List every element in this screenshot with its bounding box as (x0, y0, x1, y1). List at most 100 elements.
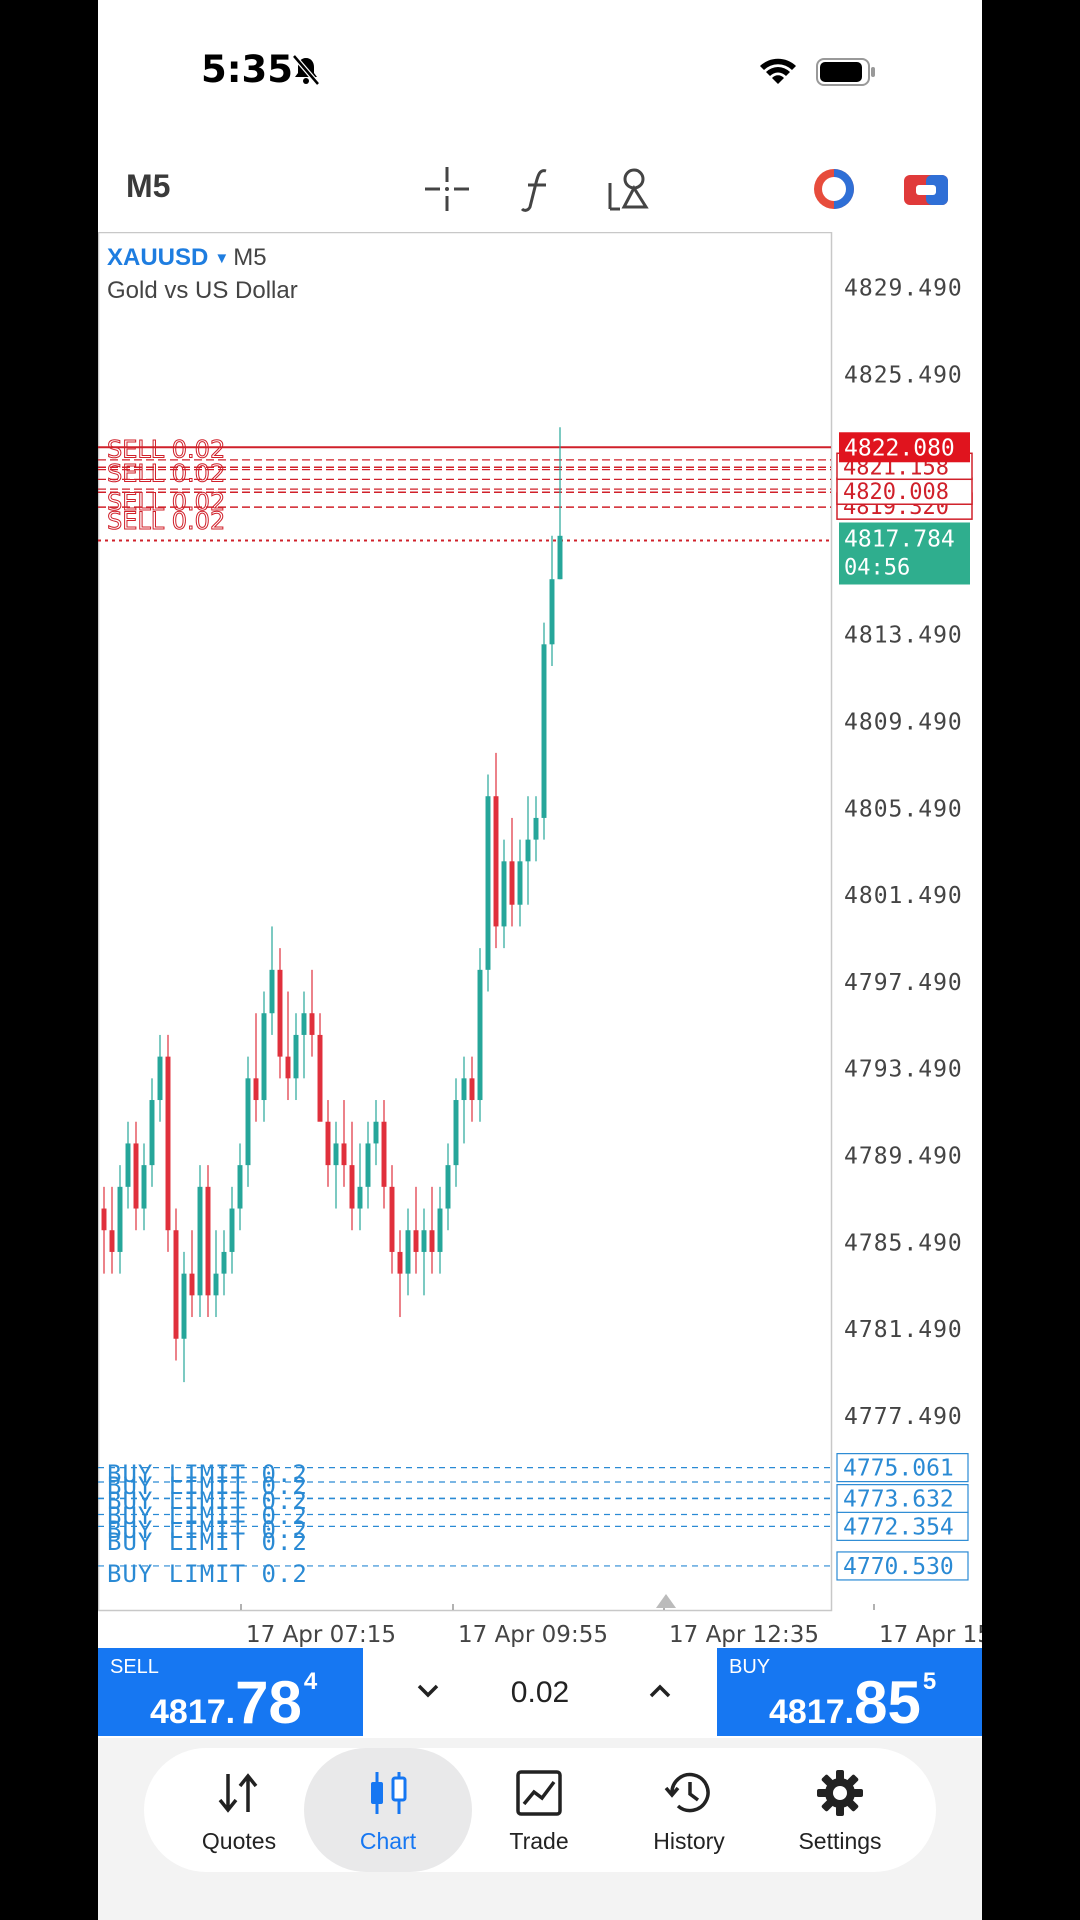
sell-button[interactable]: SELL 4817.784 (98, 1648, 363, 1736)
chevron-up-icon[interactable] (645, 1676, 675, 1706)
candle-body (173, 1230, 179, 1339)
candle-body (109, 1230, 115, 1252)
chart-plot-area (98, 232, 833, 1612)
candle-body (213, 1273, 219, 1296)
candle-body (157, 1056, 163, 1101)
trade-bar: SELL 4817.784 0.02 BUY 4817.855 (98, 1648, 982, 1736)
candle-body (293, 1034, 299, 1079)
candle-body (421, 1230, 427, 1252)
sell-order-label: SELL 0.02 (107, 435, 225, 463)
buy-price-pips: 85 (854, 1669, 921, 1736)
time-axis-label: 17 Apr 12:35 (669, 1622, 819, 1648)
nav-quotes[interactable]: Quotes (164, 1748, 314, 1872)
chart-icon (371, 1772, 407, 1814)
bottom-nav: Quotes Chart Trade History (144, 1748, 936, 1872)
indicators-icon[interactable] (514, 165, 562, 213)
candle-body (405, 1230, 411, 1274)
sell-label: SELL (110, 1656, 159, 1678)
price-axis-label: 4781.490 (844, 1317, 963, 1343)
buy-button[interactable]: BUY 4817.855 (717, 1648, 982, 1736)
sell-order-label: SELL 0.02 (107, 459, 225, 487)
candle-body (461, 1078, 467, 1101)
candle-body (341, 1143, 347, 1166)
trade-icon (516, 1770, 562, 1816)
buy-limit-price-tag (836, 1511, 969, 1541)
symbol-description: Gold vs US Dollar (107, 277, 298, 304)
candle-body (101, 1208, 107, 1231)
history-icon (664, 1772, 710, 1813)
price-axis-label: 4813.490 (844, 623, 963, 649)
volume-value[interactable]: 0.02 (510, 1676, 570, 1709)
symbol-dropdown-icon: ▼ (214, 250, 230, 267)
candle-body (357, 1186, 363, 1209)
volume-control: 0.02 (363, 1648, 717, 1736)
timeframe-selector[interactable]: M5 (126, 168, 171, 204)
candle-body (309, 1013, 315, 1035)
candle-body (349, 1165, 355, 1209)
candle-body (485, 796, 491, 970)
buy-limit-price-text: 4775.061 (843, 1456, 954, 1482)
chevron-down-icon[interactable] (413, 1676, 443, 1706)
candle-body (285, 1056, 291, 1079)
candle-body (557, 535, 563, 580)
accounts-icon[interactable] (902, 165, 950, 213)
gear-icon (817, 1770, 863, 1816)
buy-price-point: 5 (922, 1668, 937, 1695)
symbol-name: XAUUSD (107, 244, 209, 271)
crosshair-icon[interactable] (423, 165, 471, 213)
candle-body (245, 1078, 251, 1166)
buy-limit-label: BUY LIMIT 0.2 (107, 1502, 308, 1530)
candle-body (261, 1013, 267, 1101)
chart-symbol-label[interactable]: XAUUSD ▼ M5 (107, 244, 267, 272)
candle-body (517, 861, 523, 905)
current-time-marker (656, 1594, 676, 1608)
price-axis-label: 4793.490 (844, 1057, 963, 1083)
objects-icon[interactable] (606, 165, 654, 213)
nav-history[interactable]: History (614, 1748, 764, 1872)
price-axis-label: 4785.490 (844, 1230, 963, 1256)
buy-price-main: 4817. (769, 1693, 855, 1731)
price-axis-label: 4809.490 (844, 709, 963, 735)
chart-canvas[interactable]: 4829.490 4825.490 4813.490 4809.490 4805.490… (98, 232, 982, 1652)
buy-limit-price-text: 4772.354 (843, 1514, 954, 1540)
current-price-text: 4817.784 (844, 526, 955, 552)
price-axis-label: 4777.490 (844, 1404, 963, 1430)
candle-body (381, 1121, 387, 1187)
candle-body (205, 1186, 211, 1296)
nav-history-label: History (653, 1828, 725, 1854)
candle-body (533, 817, 539, 840)
candle-body (549, 579, 555, 645)
candle-body (197, 1186, 203, 1296)
candle-body (413, 1230, 419, 1252)
candle-body (237, 1165, 243, 1209)
price-axis-label: 4789.490 (844, 1144, 963, 1170)
candle-body (221, 1251, 227, 1274)
nav-chart[interactable]: Chart (304, 1748, 472, 1872)
symbol-timeframe: M5 (233, 244, 267, 271)
silent-bell-icon (292, 54, 320, 86)
candle-body (525, 839, 531, 862)
nav-settings[interactable]: Settings (765, 1748, 915, 1872)
candle-body (301, 1013, 307, 1035)
nav-settings-label: Settings (798, 1828, 882, 1854)
candle-body (229, 1208, 235, 1252)
sell-order-label: SELL 0.02 (107, 488, 225, 516)
sell-order-label: SELL 0.02 (107, 507, 225, 535)
time-axis-label: 17 Apr 15:15 (879, 1622, 982, 1648)
price-axis-label: 4829.490 (844, 275, 963, 301)
candle-body (141, 1165, 147, 1209)
sell-price: 4817.784 (150, 1668, 317, 1737)
sell-order-price-tag (836, 477, 973, 505)
one-click-trading-icon[interactable] (810, 165, 858, 213)
candle-body (277, 969, 283, 1057)
nav-quotes-label: Quotes (201, 1828, 277, 1854)
price-axis-label: 4805.490 (844, 796, 963, 822)
app-screen: 5:35 M5 (98, 0, 982, 1920)
buy-limit-price-tag (836, 1484, 969, 1514)
candle-body (365, 1143, 371, 1187)
price-chart[interactable]: 4829.490 4825.490 4813.490 4809.490 4805.490… (98, 232, 982, 1652)
sell-price-tag-text: 4822.080 (844, 435, 955, 461)
bar-countdown-text: 04:56 (844, 555, 910, 580)
nav-trade[interactable]: Trade (464, 1748, 614, 1872)
candle-body (333, 1143, 339, 1166)
